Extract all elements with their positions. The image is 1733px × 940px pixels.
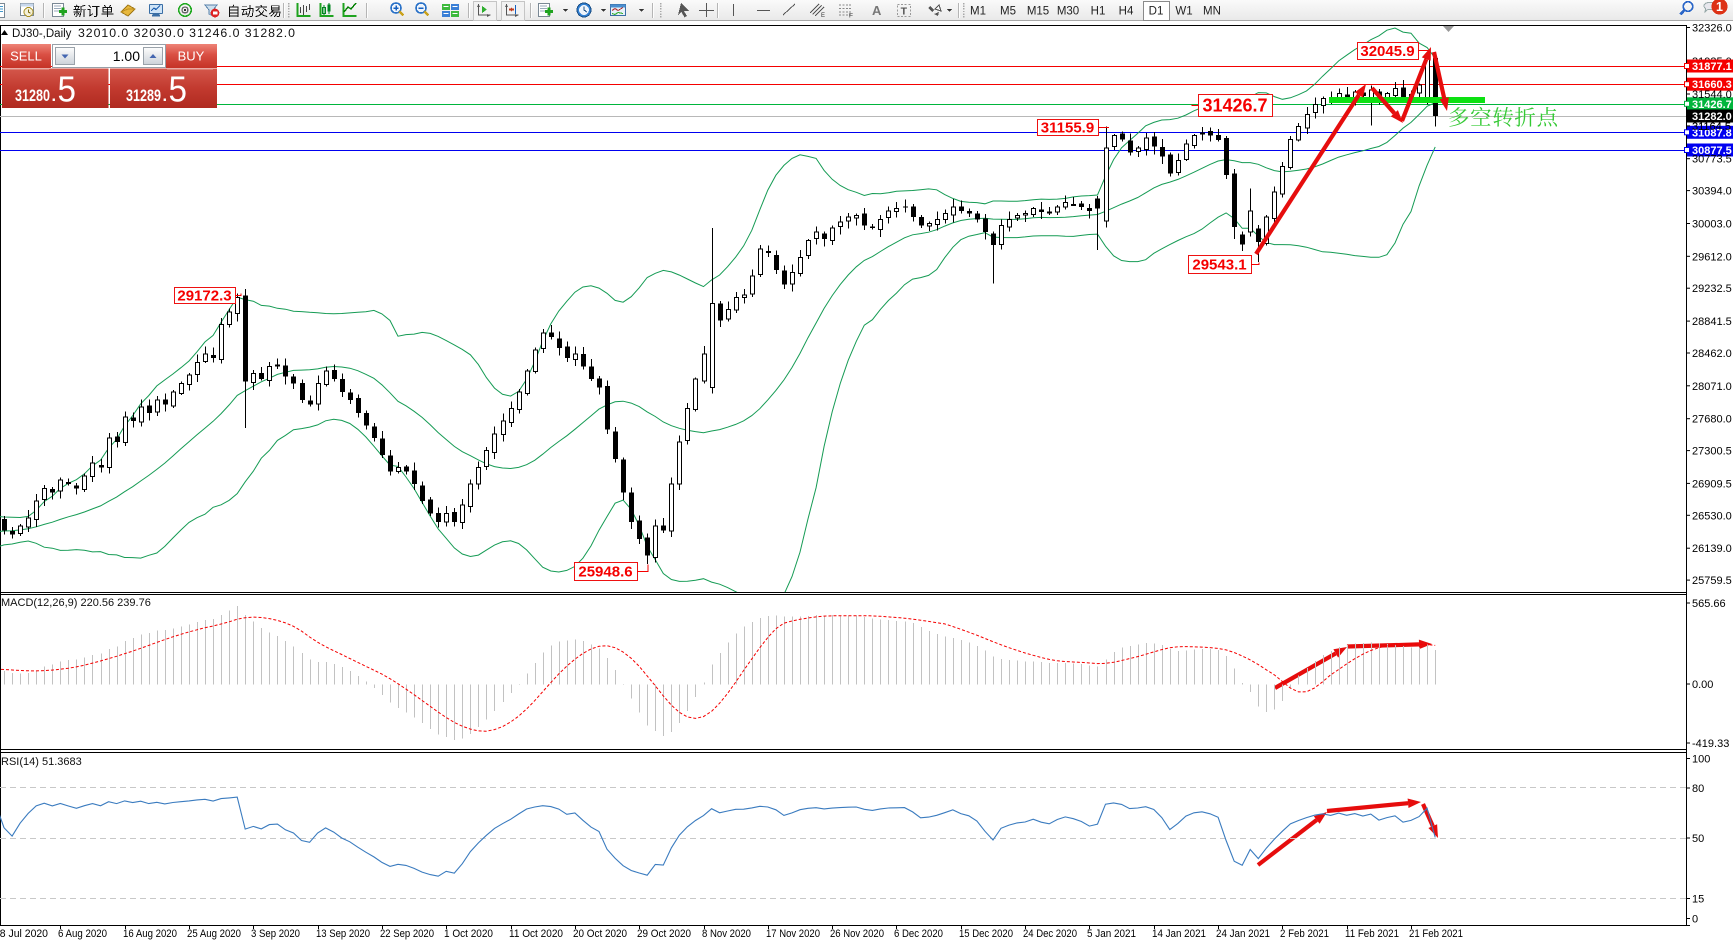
- svg-text:25759.5: 25759.5: [1692, 575, 1732, 587]
- svg-text:26 Nov 2020: 26 Nov 2020: [830, 928, 884, 940]
- svg-text:31289: 31289: [126, 87, 161, 105]
- svg-text:11 Oct 2020: 11 Oct 2020: [509, 928, 563, 940]
- svg-text:16 Aug 2020: 16 Aug 2020: [123, 928, 177, 940]
- svg-text:6 Dec 2020: 6 Dec 2020: [894, 928, 943, 940]
- svg-text:27300.5: 27300.5: [1692, 446, 1732, 458]
- svg-text:28 Jul 2020: 28 Jul 2020: [0, 928, 48, 940]
- svg-text:M1: M1: [970, 6, 986, 18]
- svg-text:26909.5: 26909.5: [1692, 478, 1732, 490]
- svg-text:21 Feb 2021: 21 Feb 2021: [1409, 928, 1463, 940]
- svg-text:T: T: [901, 6, 908, 18]
- svg-text:24 Dec 2020: 24 Dec 2020: [1023, 928, 1077, 940]
- svg-text:M15: M15: [1027, 6, 1049, 18]
- svg-text:15: 15: [1692, 894, 1704, 906]
- svg-text:29543.1: 29543.1: [1192, 256, 1246, 273]
- svg-text:17 Nov 2020: 17 Nov 2020: [766, 928, 820, 940]
- svg-text:28841.5: 28841.5: [1692, 316, 1732, 328]
- svg-text:W1: W1: [1175, 6, 1192, 18]
- svg-text:565.66: 565.66: [1692, 598, 1726, 610]
- svg-text:5 Jan 2021: 5 Jan 2021: [1087, 928, 1136, 940]
- svg-text:H1: H1: [1091, 6, 1106, 18]
- svg-text:1 Oct 2020: 1 Oct 2020: [444, 928, 493, 940]
- svg-text:22 Sep 2020: 22 Sep 2020: [380, 928, 434, 940]
- svg-text:30773.5: 30773.5: [1692, 154, 1732, 166]
- svg-text:MN: MN: [1203, 6, 1221, 18]
- svg-text:32045.9: 32045.9: [1360, 43, 1414, 60]
- svg-text:27680.0: 27680.0: [1692, 414, 1732, 426]
- svg-text:100: 100: [1692, 754, 1710, 766]
- svg-text:D1: D1: [1149, 6, 1164, 18]
- svg-text:31155.9: 31155.9: [1041, 119, 1094, 136]
- svg-text:28462.0: 28462.0: [1692, 348, 1732, 360]
- svg-text:31164.5: 31164.5: [1692, 121, 1731, 133]
- svg-text:.: .: [52, 87, 57, 105]
- svg-text:32010.0 32030.0 31246.0 31282.: 32010.0 32030.0 31246.0 31282.0: [78, 26, 295, 40]
- svg-text:H4: H4: [1119, 6, 1134, 18]
- svg-text:MACD(12,26,9) 220.56 239.76: MACD(12,26,9) 220.56 239.76: [1, 597, 151, 609]
- svg-text:24 Jan 2021: 24 Jan 2021: [1216, 928, 1270, 940]
- svg-text:20 Oct 2020: 20 Oct 2020: [573, 928, 627, 940]
- svg-text:30877.5: 30877.5: [1692, 145, 1732, 157]
- svg-text:32326.0: 32326.0: [1692, 23, 1732, 35]
- svg-text:SELL: SELL: [10, 49, 42, 64]
- svg-text:5: 5: [58, 69, 77, 110]
- svg-text:8 Nov 2020: 8 Nov 2020: [702, 928, 751, 940]
- svg-text:30394.0: 30394.0: [1692, 186, 1732, 198]
- svg-text:M5: M5: [1000, 6, 1016, 18]
- svg-text:.: .: [163, 87, 168, 105]
- svg-text:A: A: [872, 3, 882, 18]
- svg-text:0: 0: [1692, 914, 1698, 926]
- svg-text:31660.3: 31660.3: [1692, 79, 1732, 91]
- svg-text:29232.5: 29232.5: [1692, 283, 1732, 295]
- svg-text:26530.0: 26530.0: [1692, 510, 1732, 522]
- svg-text:31426.7: 31426.7: [1202, 96, 1267, 116]
- svg-text:6 Aug 2020: 6 Aug 2020: [58, 928, 107, 940]
- svg-text:BUY: BUY: [178, 49, 205, 64]
- svg-text:31877.1: 31877.1: [1692, 61, 1732, 73]
- svg-text:5: 5: [169, 69, 188, 110]
- svg-text:2 Feb 2021: 2 Feb 2021: [1280, 928, 1329, 940]
- svg-text:31087.8: 31087.8: [1692, 127, 1732, 139]
- svg-text:29 Oct 2020: 29 Oct 2020: [637, 928, 691, 940]
- svg-text:29612.0: 29612.0: [1692, 251, 1732, 263]
- svg-text:15 Dec 2020: 15 Dec 2020: [959, 928, 1013, 940]
- svg-text:RSI(14) 51.3683: RSI(14) 51.3683: [1, 756, 82, 768]
- svg-text:13 Sep 2020: 13 Sep 2020: [316, 928, 370, 940]
- svg-text:1: 1: [1716, 0, 1723, 14]
- svg-text:11 Feb 2021: 11 Feb 2021: [1345, 928, 1399, 940]
- svg-text:1.00: 1.00: [113, 48, 140, 64]
- svg-text:14 Jan 2021: 14 Jan 2021: [1152, 928, 1206, 940]
- svg-text:F: F: [849, 13, 853, 20]
- svg-text:M30: M30: [1057, 6, 1079, 18]
- svg-text:29172.3: 29172.3: [177, 287, 231, 304]
- svg-text:DJ30-,Daily: DJ30-,Daily: [12, 28, 72, 40]
- svg-text:31282.0: 31282.0: [1692, 111, 1732, 123]
- svg-text:80: 80: [1692, 783, 1704, 795]
- svg-text:31544.0: 31544.0: [1692, 89, 1732, 101]
- svg-text:-419.33: -419.33: [1692, 738, 1729, 750]
- svg-text:50: 50: [1692, 833, 1704, 845]
- svg-text:31426.7: 31426.7: [1692, 99, 1732, 111]
- svg-text:25948.6: 25948.6: [578, 563, 632, 580]
- svg-text:26139.0: 26139.0: [1692, 543, 1732, 555]
- svg-text:0.00: 0.00: [1692, 679, 1713, 691]
- svg-text:31280: 31280: [15, 87, 50, 105]
- svg-text:25 Aug 2020: 25 Aug 2020: [187, 928, 241, 940]
- svg-text:28071.0: 28071.0: [1692, 381, 1732, 393]
- svg-text:30003.0: 30003.0: [1692, 219, 1732, 231]
- svg-text:3 Sep 2020: 3 Sep 2020: [251, 928, 300, 940]
- svg-text:E: E: [821, 13, 825, 19]
